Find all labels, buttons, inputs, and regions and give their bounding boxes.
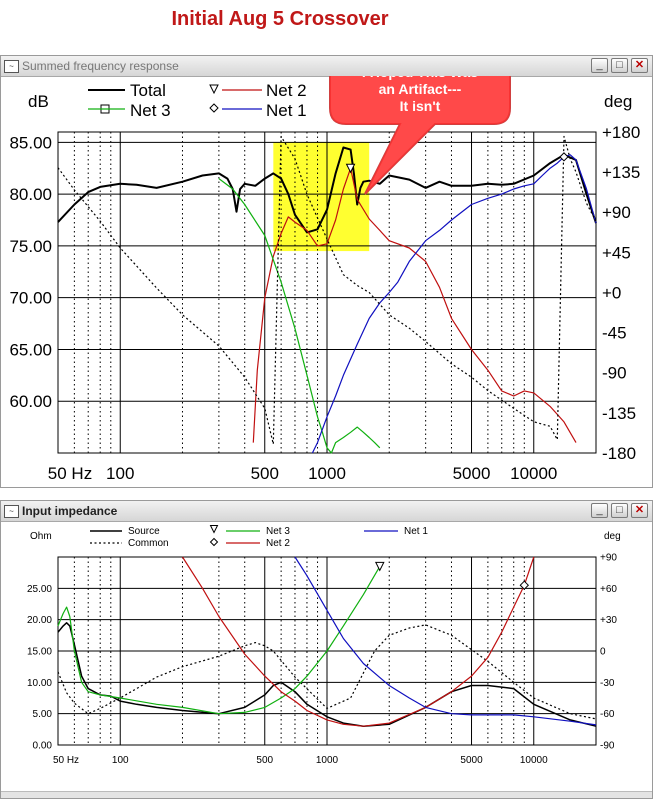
artifact-callout: I Hoped This Wasan Artifact---It isn't <box>329 76 511 195</box>
summed-xtick-label: 5000 <box>453 464 491 483</box>
window-app-icon: ~ <box>4 60 19 73</box>
impedance-series-source <box>57 622 597 727</box>
impedance-xtick-label: 50 Hz <box>53 755 79 766</box>
summed-y2tick-label: +135 <box>602 163 640 182</box>
summed-y2tick-label: +180 <box>602 123 640 142</box>
impedance-ytick-label: 15.00 <box>27 647 52 658</box>
summed-ytick-label: 85.00 <box>9 133 52 152</box>
impedance-series-net-2 <box>181 556 535 727</box>
summed-xtick-label: 10000 <box>510 464 557 483</box>
impedance-y2tick-label: +60 <box>600 584 617 595</box>
impedance-y2tick-label: -90 <box>600 741 615 752</box>
maximize-button[interactable]: □ <box>611 503 628 518</box>
impedance-marker-net-3 <box>374 561 385 572</box>
impedance-y2label: deg <box>604 531 621 542</box>
impedance-series-net-3 <box>57 566 381 715</box>
close-button[interactable]: ✕ <box>631 58 648 73</box>
summed-y2tick-label: -90 <box>602 364 627 383</box>
callout-text-line: It isn't <box>400 98 441 114</box>
impedance-legend-label-net-2: Net 2 <box>266 538 290 549</box>
summed-series-total <box>57 146 597 234</box>
impedance-ytick-label: 10.00 <box>27 678 52 689</box>
summed-legend-label-net-1: Net 1 <box>266 101 307 120</box>
input-impedance-chart: 0.00 5.00 10.00 15.00 20.00 25.00 +90 +60 +30 0 -3… <box>27 525 621 766</box>
impedance-ytick-label: 25.00 <box>27 584 52 595</box>
input-impedance-window: ~ Input impedance _ □ ✕ <box>0 500 653 799</box>
callout-bubble-fill <box>330 76 510 194</box>
impedance-y2tick-label: -30 <box>600 678 615 689</box>
summed-y2tick-label: -180 <box>602 444 636 463</box>
summed-marker-net-1 <box>559 152 569 162</box>
impedance-ylabel: Ohm <box>30 531 52 542</box>
input-impedance-window-title: Input impedance <box>22 504 118 518</box>
summed-ytick-label: 65.00 <box>9 340 52 359</box>
summed-xtick-label: 50 Hz <box>48 464 92 483</box>
summed-response-titlebar[interactable]: ~ Summed frequency response _ □ ✕ <box>1 56 652 77</box>
impedance-y2tick-label: -60 <box>600 709 615 720</box>
impedance-series-common <box>57 624 597 720</box>
summed-y2tick-label: +0 <box>602 283 621 302</box>
maximize-button[interactable]: □ <box>611 58 628 73</box>
callout-text-line: I Hoped This Was <box>362 76 478 80</box>
impedance-series-net-1 <box>294 556 597 726</box>
page-title: Initial Aug 5 Crossover <box>171 8 389 30</box>
impedance-marker-net-2 <box>519 580 530 590</box>
impedance-xtick-label: 5000 <box>460 755 483 766</box>
summed-legend-label-total: Total <box>130 81 166 100</box>
summed-marker-net-2 <box>345 163 356 174</box>
summed-y2tick-label: +90 <box>602 203 631 222</box>
summed-vertical-grid <box>73 132 535 453</box>
minimize-button[interactable]: _ <box>591 58 608 73</box>
summed-legend-label-net-2: Net 2 <box>266 81 307 100</box>
summed-series-net-3 <box>218 178 381 454</box>
minimize-button[interactable]: _ <box>591 503 608 518</box>
summed-xtick-label: 500 <box>251 464 279 483</box>
summed-ytick-label: 70.00 <box>9 289 52 308</box>
summed-response-chart: 60.00 65.00 70.00 75.00 80.00 85.00 +180 +135 +9… <box>9 76 640 483</box>
close-button[interactable]: ✕ <box>631 503 648 518</box>
summed-ytick-label: 80.00 <box>9 185 52 204</box>
impedance-xtick-label: 500 <box>256 755 273 766</box>
summed-y2tick-label: +45 <box>602 243 631 262</box>
impedance-legend-label-source: Source <box>128 526 160 537</box>
summed-response-window-title: Summed frequency response <box>22 59 179 73</box>
summed-series-net-2 <box>252 167 577 443</box>
summed-series-total-phase <box>57 135 597 445</box>
summed-highlight-region <box>273 142 370 252</box>
impedance-ytick-label: 0.00 <box>33 741 53 752</box>
impedance-horizontal-grid <box>58 587 596 746</box>
impedance-y2tick-label: +90 <box>600 553 617 564</box>
impedance-legend-marker-net-2 <box>209 537 219 547</box>
impedance-legend-label-net-3: Net 3 <box>266 526 290 537</box>
summed-legend-marker-net-1 <box>209 103 219 113</box>
summed-ylabel: dB <box>28 92 49 111</box>
impedance-xtick-label: 100 <box>112 755 129 766</box>
summed-xtick-label: 1000 <box>308 464 346 483</box>
summed-y2tick-label: -45 <box>602 324 627 343</box>
impedance-xtick-label: 1000 <box>316 755 339 766</box>
summed-ytick-label: 75.00 <box>9 237 52 256</box>
summed-ytick-label: 60.00 <box>9 392 52 411</box>
summed-y2label: deg <box>604 92 632 111</box>
summed-legend-label-net-3: Net 3 <box>130 101 171 120</box>
impedance-ytick-label: 20.00 <box>27 615 52 626</box>
window-app-icon: ~ <box>4 505 19 518</box>
impedance-y2tick-label: +30 <box>600 615 617 626</box>
summed-series-net-1 <box>311 154 597 454</box>
impedance-legend-label-net-1: Net 1 <box>404 526 428 537</box>
impedance-y2tick-label: 0 <box>600 647 606 658</box>
summed-horizontal-grid <box>58 141 596 402</box>
summed-y2tick-label: -135 <box>602 404 636 423</box>
summed-xtick-label: 100 <box>106 464 134 483</box>
input-impedance-titlebar[interactable]: ~ Input impedance _ □ ✕ <box>1 501 652 522</box>
impedance-xtick-label: 10000 <box>520 755 548 766</box>
impedance-legend-label-common: Common <box>128 538 169 549</box>
impedance-legend-marker-net-3 <box>209 525 219 534</box>
summed-legend-marker-net-2 <box>209 84 219 95</box>
impedance-ytick-label: 5.00 <box>33 709 53 720</box>
horizontal-scrollbar[interactable] <box>1 791 652 798</box>
callout-text-line: an Artifact--- <box>379 81 462 97</box>
